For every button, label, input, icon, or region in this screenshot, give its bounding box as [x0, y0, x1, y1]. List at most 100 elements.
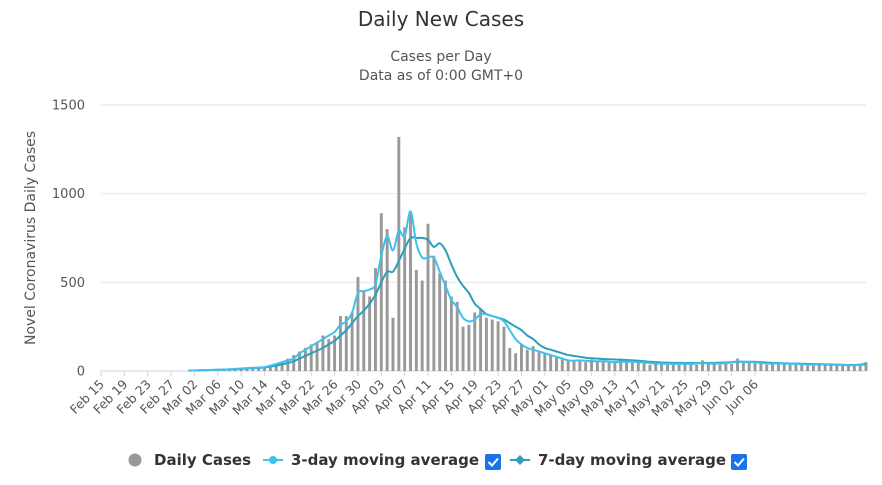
legend-item-7-day-average[interactable]: 7-day moving average — [510, 451, 726, 469]
bar — [455, 301, 459, 371]
bar — [578, 360, 582, 371]
bar — [327, 339, 331, 371]
bar — [706, 363, 710, 371]
bar — [613, 363, 617, 371]
bar — [829, 363, 833, 371]
bar — [718, 364, 722, 371]
bar — [806, 365, 810, 371]
bar — [432, 255, 436, 371]
legend-item-3-day-average[interactable]: 3-day moving average — [263, 451, 479, 469]
bar — [747, 363, 751, 371]
bar — [286, 358, 290, 371]
moving-average-lines — [188, 210, 867, 372]
bar — [385, 229, 389, 371]
bar — [701, 360, 704, 371]
bar — [391, 317, 395, 371]
bar — [607, 362, 611, 371]
bar — [566, 360, 570, 371]
bar — [555, 356, 558, 371]
bar — [683, 363, 687, 371]
bar — [490, 319, 494, 371]
bar — [502, 326, 506, 371]
bar — [642, 362, 646, 371]
bar — [414, 269, 418, 371]
bar — [560, 358, 564, 371]
checkbox-3-day-average[interactable] — [485, 454, 501, 470]
bar — [338, 316, 342, 371]
y-axis-label: Novel Coronavirus Daily Cases — [23, 131, 39, 345]
bar — [251, 367, 255, 371]
bar — [444, 280, 448, 371]
bar — [800, 363, 804, 371]
bar — [595, 361, 599, 371]
bar — [257, 367, 261, 371]
bar — [648, 364, 652, 371]
checkmark-icon — [733, 457, 745, 467]
bar — [788, 364, 792, 371]
bars-daily-cases — [187, 136, 868, 371]
y-tick-label: 1000 — [52, 187, 85, 202]
bar — [584, 362, 588, 371]
bar — [625, 360, 629, 371]
bar — [508, 347, 512, 371]
bar — [426, 223, 430, 371]
bar — [344, 316, 348, 371]
bar — [847, 364, 850, 371]
bar — [397, 136, 401, 371]
bar — [525, 349, 529, 371]
bar — [309, 344, 313, 371]
checkbox-7-day-average[interactable] — [731, 454, 747, 470]
bar — [449, 296, 453, 371]
bar — [572, 361, 576, 371]
chart-title: Daily New Cases — [358, 7, 524, 31]
bar — [280, 362, 284, 371]
gridlines — [101, 104, 866, 372]
bar — [817, 363, 821, 371]
bar — [543, 353, 547, 371]
bar — [677, 364, 681, 371]
bar — [736, 358, 739, 371]
checkbox-box-7-day[interactable] — [731, 454, 747, 470]
bar — [811, 363, 815, 371]
bar — [724, 363, 728, 371]
bar — [852, 365, 856, 371]
bar — [695, 364, 699, 371]
bar — [333, 335, 337, 371]
legend-item-daily-cases[interactable]: Daily Cases — [128, 451, 252, 469]
bar — [245, 368, 249, 371]
bar — [519, 344, 523, 371]
bar — [356, 277, 360, 371]
bar — [350, 312, 354, 371]
bar — [496, 321, 500, 371]
checkbox-box-3-day[interactable] — [485, 454, 501, 470]
legend: Daily Cases 3-day moving average 7-day m… — [128, 451, 747, 470]
legend-marker-7-day — [515, 455, 525, 465]
bar — [537, 351, 541, 371]
bar — [467, 324, 471, 371]
bar — [776, 363, 780, 371]
bar — [712, 363, 716, 371]
y-tick-label: 0 — [77, 365, 85, 380]
bar — [403, 227, 407, 371]
bar — [549, 355, 553, 371]
bar — [794, 363, 798, 371]
bar — [654, 363, 658, 371]
bar — [823, 364, 827, 371]
bar — [590, 359, 593, 371]
bar — [730, 363, 734, 371]
bar — [379, 213, 383, 371]
bar — [409, 211, 412, 371]
bar — [689, 363, 693, 371]
bar — [420, 280, 424, 371]
bar — [765, 364, 769, 371]
bar — [660, 363, 664, 371]
bar — [368, 296, 372, 371]
y-tick-label: 500 — [60, 276, 85, 291]
bar — [374, 268, 377, 371]
legend-label-daily-cases: Daily Cases — [154, 451, 251, 469]
bar — [438, 273, 442, 371]
bar — [531, 346, 535, 371]
y-tick-label: 1500 — [52, 99, 85, 114]
bar — [630, 362, 634, 371]
